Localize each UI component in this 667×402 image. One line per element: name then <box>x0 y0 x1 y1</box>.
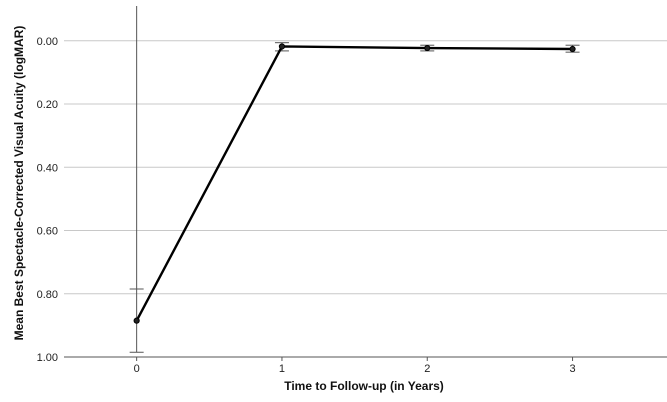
y-axis-title: Mean Best Spectacle-Corrected Visual Acu… <box>12 26 26 341</box>
series-line <box>135 45 573 322</box>
x-tick-label: 0 <box>134 363 140 375</box>
data-points <box>133 43 576 324</box>
y-tick-label: 0.60 <box>37 226 58 238</box>
x-tick-label: 1 <box>279 363 285 375</box>
gridlines <box>64 40 667 358</box>
y-axis-ticks: 0.00 0.20 0.40 0.60 0.80 1.00 <box>37 36 58 364</box>
x-tick-label: 2 <box>424 363 430 375</box>
x-axis-title: Time to Follow-up (in Years) <box>284 379 444 393</box>
data-point <box>424 44 431 52</box>
data-point <box>278 43 286 50</box>
y-tick-label: 1.00 <box>37 352 58 364</box>
x-axis-ticks: 0 1 2 3 <box>134 363 576 375</box>
y-tick-label: 0.20 <box>37 99 58 111</box>
y-tick-label: 0.40 <box>37 162 58 174</box>
x-tick-label: 3 <box>569 363 575 375</box>
axes <box>64 356 667 361</box>
y-tick-label: 0.00 <box>37 36 58 48</box>
data-point <box>133 317 140 324</box>
series-lines <box>135 45 573 322</box>
error-bars <box>129 6 580 353</box>
y-tick-label: 0.80 <box>37 289 58 301</box>
data-point <box>569 45 576 53</box>
